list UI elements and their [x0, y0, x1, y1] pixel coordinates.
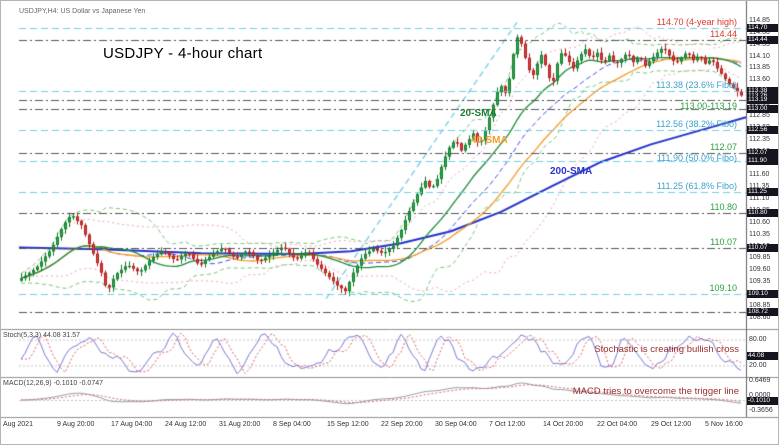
- level-label: 113.38 (23.6% Fibo): [656, 79, 737, 90]
- level-label: 112.07: [710, 141, 737, 152]
- macd-indicator-header: MACD(12,26,9) -0.1010 -0.0747: [3, 380, 103, 387]
- level-label: 110.80: [710, 202, 737, 213]
- stoch-annotation: Stochastic is creating bullish cross: [594, 344, 739, 355]
- macd-axis-label: 0.6469: [749, 377, 771, 384]
- time-label: 15 Sep 12:00: [327, 421, 369, 428]
- symbol-header: USDJPY,H4: US Dollar vs Japanese Yen: [19, 8, 146, 15]
- price-tick: 113.60: [749, 76, 770, 84]
- price-tick: 110.60: [749, 218, 770, 226]
- price-tick: 108.85: [749, 301, 771, 309]
- price-level-tag: 111.25: [747, 187, 778, 196]
- time-label: 9 Aug 20:00: [57, 421, 95, 428]
- time-label: 24 Aug 12:00: [165, 421, 207, 428]
- price-tick: 114.60: [749, 28, 770, 36]
- price-level-tag: 114.70: [747, 24, 778, 32]
- price-tick: 114.85: [749, 16, 770, 24]
- price-tick: 111.35: [749, 183, 770, 191]
- sma-label: 20-SMA: [460, 108, 497, 119]
- level-label: 112.56 (38.2% Fibo): [656, 118, 737, 129]
- price-level-tag: 113.38: [747, 86, 778, 95]
- time-label: 17 Aug 04:00: [111, 421, 153, 428]
- time-label: 14 Oct 20:00: [543, 421, 584, 428]
- price-tick: 112.35: [749, 135, 770, 143]
- sma-label: 40-SMA: [471, 135, 508, 146]
- time-label: 22 Oct 04:00: [597, 421, 638, 428]
- price-tick: 110.35: [749, 230, 770, 238]
- price-tick: 109.85: [749, 254, 771, 262]
- time-label: 30 Sep 04:00: [435, 421, 477, 428]
- stoch-indicator-header: Stoch(5,3,3) 44.08 31.57: [3, 332, 81, 339]
- price-level-tag: 112.56: [747, 125, 778, 134]
- level-label: 110.07: [710, 236, 737, 247]
- price-tick: 109.35: [749, 278, 771, 286]
- level-label: 109.10: [709, 283, 737, 293]
- price-level-tag: 109.10: [747, 290, 778, 298]
- price-tick: 111.10: [749, 195, 770, 202]
- time-label: 8 Sep 04:00: [273, 421, 311, 428]
- sma-label: 200-SMA: [550, 166, 593, 177]
- time-label: Aug 2021: [3, 421, 33, 428]
- macd-value-tag: -0.1010: [747, 397, 778, 405]
- time-label: 22 Sep 20:00: [381, 421, 423, 428]
- price-level-tag: 111.90: [747, 157, 778, 165]
- macd-axis-label: -0.3656: [749, 407, 773, 414]
- macd-axis-label: 0.0000: [749, 392, 771, 399]
- price-level-tag: 112.07: [747, 148, 778, 157]
- stoch-axis-label: 80.00: [749, 336, 767, 344]
- level-label: 111.25 (61.8% Fibo): [656, 180, 737, 191]
- price-tick: 108.60: [749, 313, 771, 321]
- price-level-tag: 113.19: [747, 95, 778, 104]
- level-label: 113.00-113.19: [680, 100, 737, 111]
- price-tick: 112.85: [749, 111, 770, 119]
- level-label: 111.90 (50.0% Fibo): [656, 153, 737, 163]
- time-label: 29 Oct 12:00: [651, 421, 692, 428]
- stoch-axis-label: 20.00: [749, 361, 767, 369]
- price-level-tag: 110.07: [747, 243, 778, 252]
- time-label: 7 Oct 12:00: [489, 421, 526, 428]
- price-level-tag: 114.44: [747, 36, 778, 45]
- price-tick: 109.60: [749, 266, 771, 274]
- chart-title: USDJPY - 4-hour chart: [103, 45, 263, 62]
- level-label: 114.70 (4-year high): [656, 17, 737, 27]
- price-tick: 114.10: [749, 52, 770, 60]
- macd-annotation: MACD tries to overcome the trigger line: [572, 386, 739, 397]
- price-tick: 113.85: [749, 64, 770, 72]
- price-level-tag: 110.80: [747, 209, 778, 218]
- price-level-tag: 113.00: [747, 104, 778, 113]
- level-label: 114.44: [710, 29, 737, 40]
- price-tick: 111.60: [749, 171, 770, 179]
- time-label: 5 Nov 16:00: [705, 421, 743, 428]
- price-level-tag: 108.72: [747, 308, 778, 317]
- stoch-value-tag: 44.08: [747, 351, 778, 360]
- time-label: 31 Aug 20:00: [219, 421, 261, 428]
